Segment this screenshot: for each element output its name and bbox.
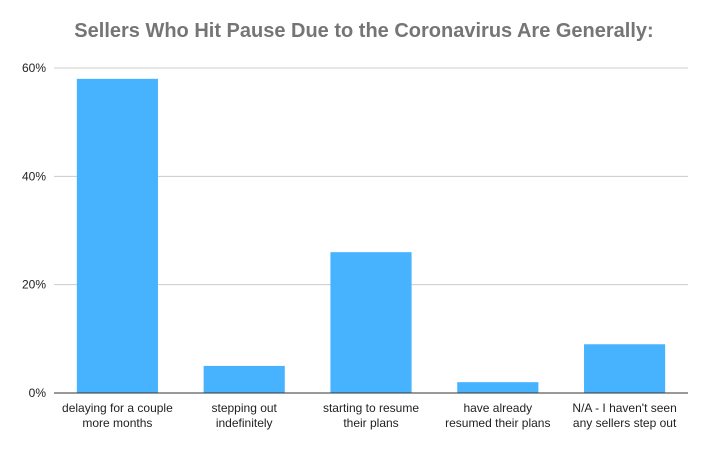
bar <box>203 365 285 393</box>
x-tick-label: N/A - I haven't seen any sellers step out <box>572 401 677 430</box>
x-tick-label: starting to resume their plans <box>323 401 419 430</box>
y-tick-labels: 0% 20% 40% 60% <box>22 61 46 400</box>
bar <box>584 344 666 393</box>
x-tick-label: have already resumed their plans <box>445 401 550 430</box>
x-tick-labels: delaying for a couple more months stepping… <box>62 401 677 430</box>
y-tick-label: 40% <box>22 169 46 183</box>
x-tick-label: delaying for a couple more months <box>62 401 173 430</box>
bars <box>76 78 666 393</box>
y-tick-label: 60% <box>22 61 46 75</box>
x-tick-label: stepping out indefinitely <box>212 401 278 430</box>
bar <box>76 78 158 393</box>
chart-title: Sellers Who Hit Pause Due to the Coronav… <box>74 20 654 42</box>
y-tick-label: 20% <box>22 278 46 292</box>
bar <box>457 382 539 393</box>
y-tick-label: 0% <box>29 386 47 400</box>
bar <box>330 252 412 393</box>
